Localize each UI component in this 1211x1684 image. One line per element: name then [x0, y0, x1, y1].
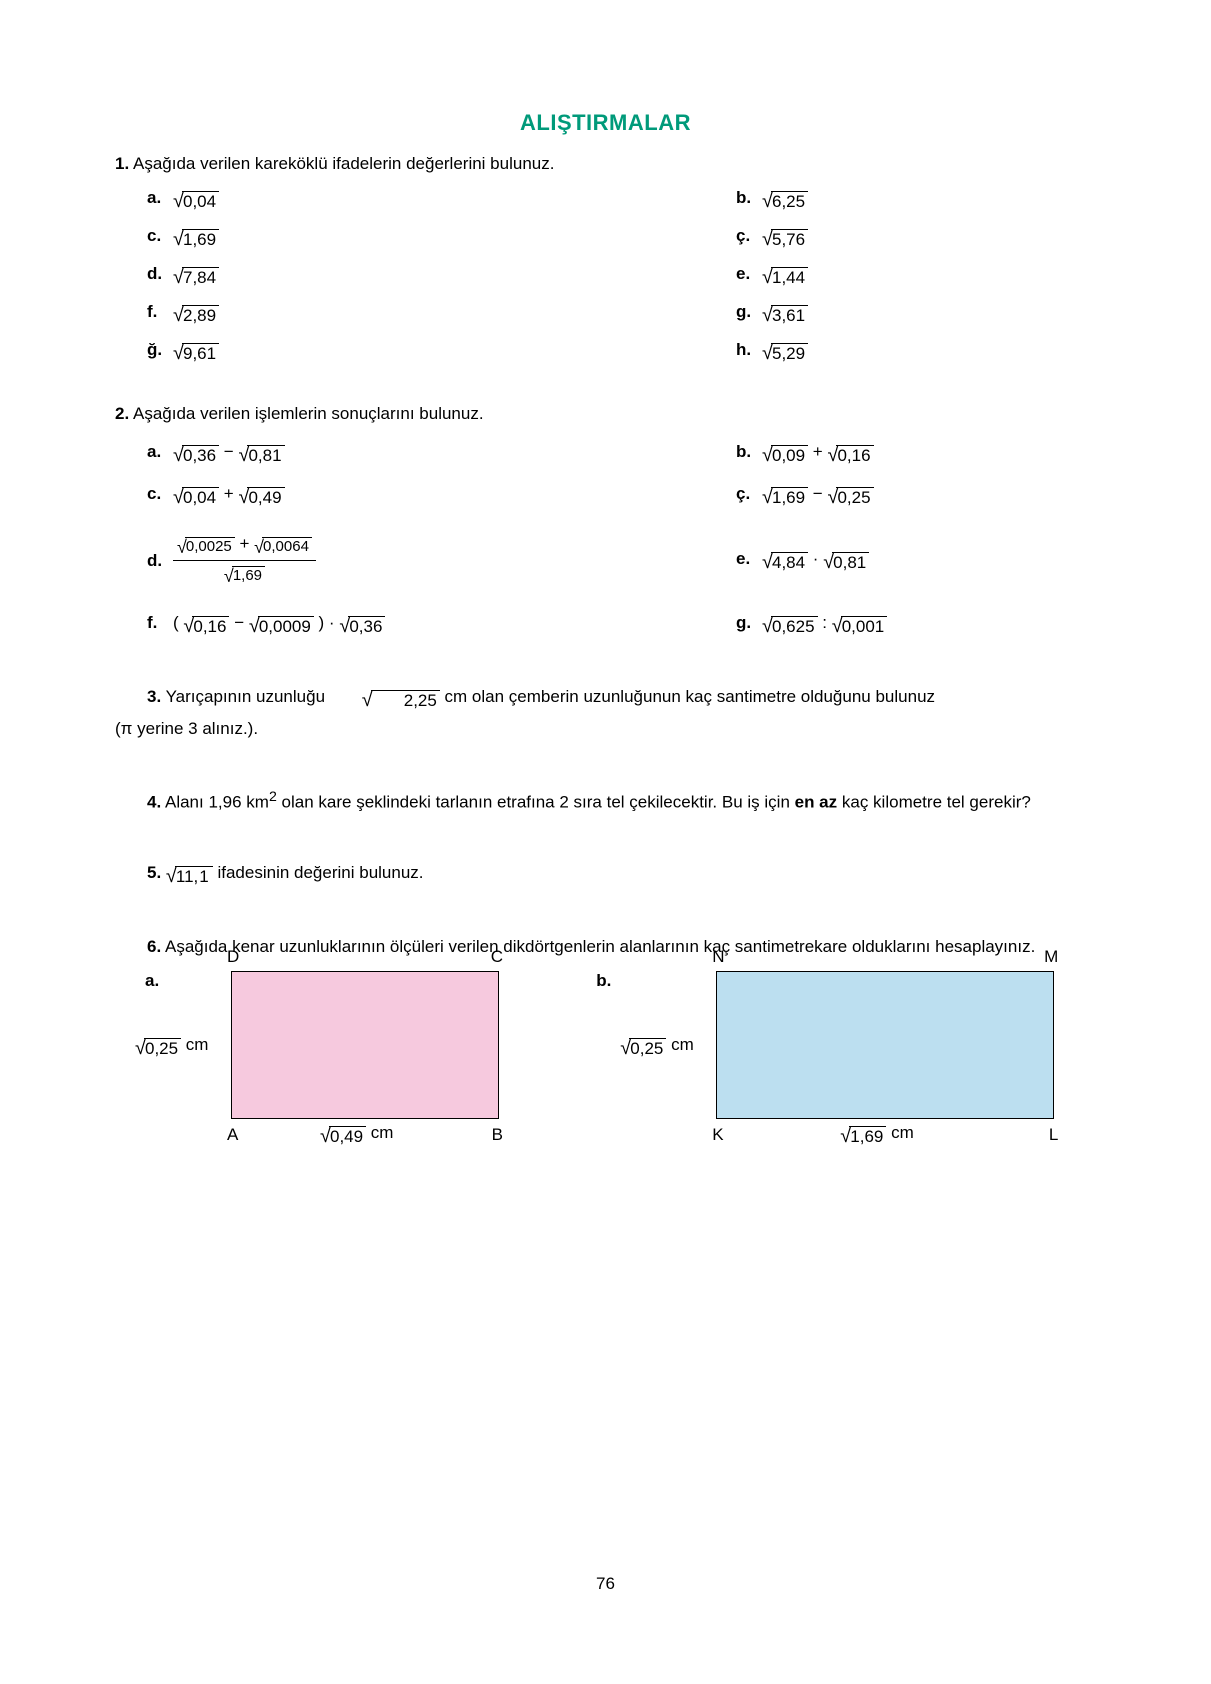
q4-prompt: 4. Alanı 1,96 km2 olan kare şeklindeki t…	[115, 789, 1096, 813]
q5-sqrt: √11,1	[166, 863, 213, 882]
corner-label: B	[492, 1125, 503, 1145]
q5-number: 5.	[147, 863, 161, 882]
q4-text2: olan kare şeklindeki tarlanın etrafına 2…	[277, 793, 795, 812]
q2-item-b: b.√0,09 + √0,16	[736, 442, 1096, 466]
page-title: ALIŞTIRMALAR	[115, 110, 1096, 136]
q2-text: Aşağıda verilen işlemlerin sonuçlarını b…	[133, 404, 484, 423]
corner-label: C	[491, 947, 503, 967]
figure-a: a. DCAB√0,25 cm√0,49 cm	[135, 971, 596, 1119]
q1-item: b.√6,25	[736, 188, 1096, 212]
q3-text-post: cm olan çemberin uzunluğunun kaç santime…	[440, 687, 935, 706]
side-label-left: √0,25 cm	[620, 1035, 693, 1059]
q2-item-f: f.( √0,16 − √0,0009 ) · √0,36	[147, 613, 507, 637]
q3-text-pre: Yarıçapının uzunluğu	[166, 687, 330, 706]
q1-item: a.√0,04	[147, 188, 507, 212]
q4-text1: Alanı 1,96 km	[165, 793, 269, 812]
figure-b-rect	[716, 971, 1054, 1119]
corner-label: M	[1044, 947, 1058, 967]
side-label-bottom: √0,49 cm	[320, 1123, 393, 1147]
q3-prompt: 3. Yarıçapının uzunluğu √2,25 cm olan çe…	[115, 687, 1096, 711]
figure-b: b. NMKL√0,25 cm√1,69 cm	[596, 971, 1096, 1119]
q2-item-c: c.√0,04 + √0,49	[147, 484, 507, 508]
corner-label: D	[227, 947, 239, 967]
q3-number: 3.	[147, 687, 161, 706]
q2-item-cc: ç.√1,69 − √0,25	[736, 484, 1096, 508]
figure-a-label: a.	[145, 971, 159, 991]
figure-b-label: b.	[596, 971, 611, 991]
page-number: 76	[0, 1574, 1211, 1594]
corner-label: K	[712, 1125, 723, 1145]
q1-number: 1.	[115, 154, 129, 173]
q2-item-a: a.√0,36 − √0,81	[147, 442, 507, 466]
corner-label: A	[227, 1125, 238, 1145]
q5-text-post: ifadesinin değerini bulunuz.	[213, 863, 424, 882]
q4-number: 4.	[147, 793, 161, 812]
q1-item: ç.√5,76	[736, 226, 1096, 250]
q2-items: a.√0,36 − √0,81 b.√0,09 + √0,16 c.√0,04 …	[147, 442, 1096, 637]
q6-prompt: 6. Aşağıda kenar uzunluklarının ölçüleri…	[115, 937, 1096, 957]
q2-item-g: g.√0,625 : √0,001	[736, 613, 1096, 637]
side-label-left: √0,25 cm	[135, 1035, 208, 1059]
q1-item: c.√1,69	[147, 226, 507, 250]
q4-text3: kaç kilometre tel gerekir?	[837, 793, 1031, 812]
q2-number: 2.	[115, 404, 129, 423]
q6-figures: a. DCAB√0,25 cm√0,49 cm b. NMKL√0,25 cm√…	[135, 971, 1096, 1119]
q4-bold: en az	[795, 793, 838, 812]
q1-item: d.√7,84	[147, 264, 507, 288]
q1-item: e.√1,44	[736, 264, 1096, 288]
q2-item-e: e.√4,84 · √0,81	[736, 549, 1096, 573]
q5-prompt: 5. √11,1 ifadesinin değerini bulunuz.	[147, 863, 1096, 887]
figure-a-rect	[231, 971, 499, 1119]
q2-prompt: 2. Aşağıda verilen işlemlerin sonuçların…	[115, 404, 1096, 424]
corner-label: L	[1049, 1125, 1058, 1145]
q1-items: a.√0,04 b.√6,25 c.√1,69 ç.√5,76 d.√7,84 e.√1,…	[147, 188, 1096, 364]
q1-text: Aşağıda verilen kareköklü ifadelerin değ…	[133, 154, 554, 173]
q6-text: Aşağıda kenar uzunluklarının ölçüleri ve…	[165, 937, 1035, 956]
q6-number: 6.	[147, 937, 161, 956]
q1-item: g.√3,61	[736, 302, 1096, 326]
q1-item: f.√2,89	[147, 302, 507, 326]
q4-sup: 2	[269, 789, 277, 805]
q3-tail: (π yerine 3 alınız.).	[115, 719, 1096, 739]
side-label-bottom: √1,69 cm	[840, 1123, 913, 1147]
q3-sqrt: √2,25	[330, 687, 440, 706]
q2-item-d: d.√0,0025 + √0,0064√1,69	[147, 534, 507, 587]
q1-item: h.√5,29	[736, 340, 1096, 364]
corner-label: N	[712, 947, 724, 967]
q1-prompt: 1. Aşağıda verilen kareköklü ifadelerin …	[115, 154, 1096, 174]
q1-item: ğ.√9,61	[147, 340, 507, 364]
